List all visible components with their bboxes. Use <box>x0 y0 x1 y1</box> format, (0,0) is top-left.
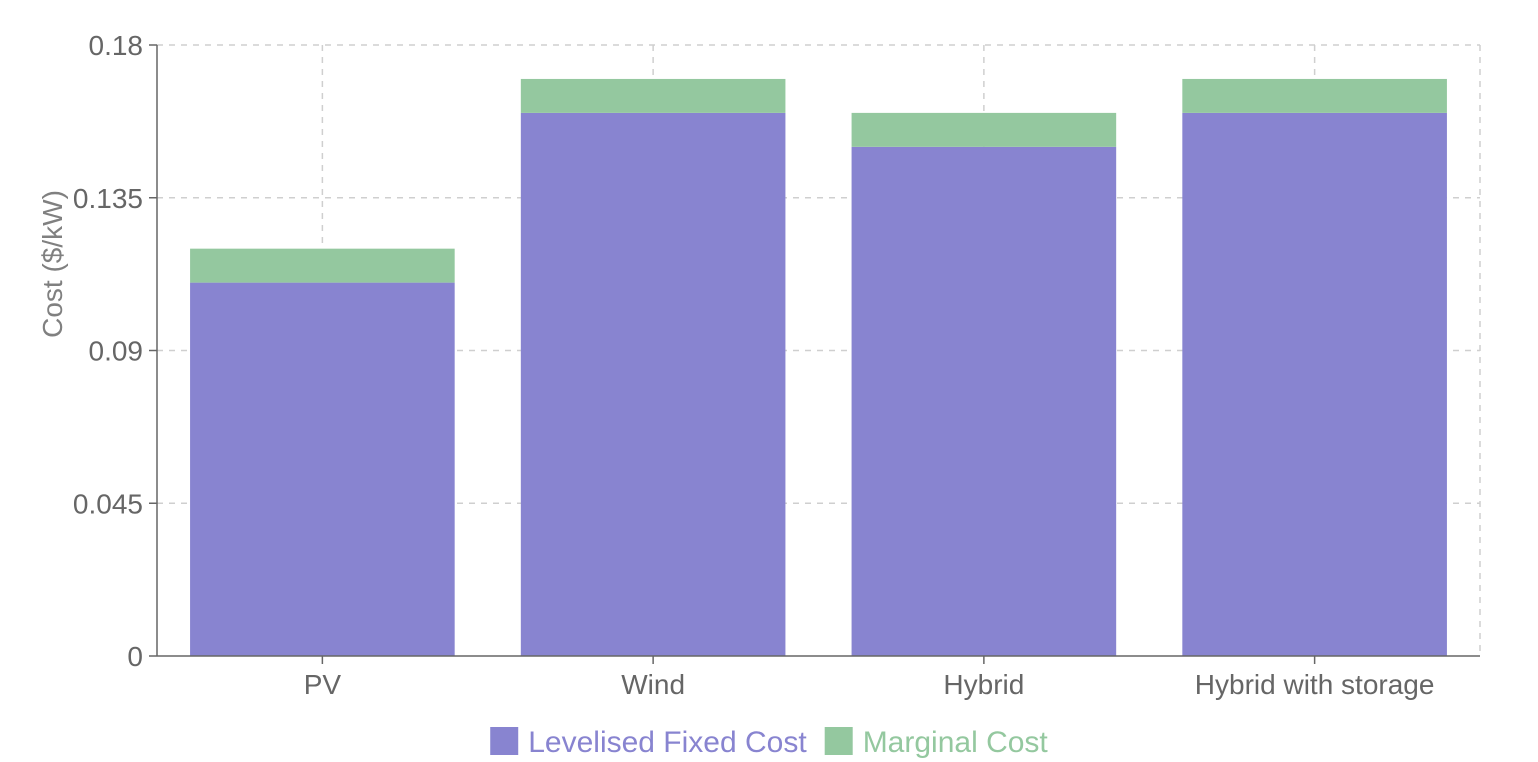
y-tick-label: 0 <box>127 641 143 672</box>
legend-item-levelised-fixed-cost[interactable]: Levelised Fixed Cost <box>490 726 807 759</box>
bar-levelised-fixed-cost[interactable] <box>851 146 1117 657</box>
legend-swatch <box>824 727 853 755</box>
legend-item-marginal-cost[interactable]: Marginal Cost <box>824 726 1049 759</box>
y-tick-label: 0.045 <box>73 488 143 519</box>
x-tick-label: Wind <box>621 669 685 700</box>
bar-levelised-fixed-cost[interactable] <box>1182 112 1447 656</box>
x-tick-label: Hybrid with storage <box>1195 669 1435 700</box>
bar-marginal-cost[interactable] <box>520 78 786 113</box>
bar-levelised-fixed-cost[interactable] <box>190 282 455 656</box>
y-tick-label: 0.135 <box>73 183 143 214</box>
legend-label: Marginal Cost <box>863 726 1049 759</box>
y-tick-label: 0.09 <box>89 336 144 367</box>
legend-label: Levelised Fixed Cost <box>528 726 807 759</box>
bars-layer <box>190 78 1447 657</box>
y-axis-title: Cost ($/kW) <box>37 190 68 338</box>
legend: Levelised Fixed Cost Marginal Cost <box>490 726 1048 759</box>
legend-swatch <box>490 727 519 755</box>
axes-layer: 0 0.045 0.09 0.135 0.18 PV Wind Hybrid Hybrid wi… <box>73 30 1480 700</box>
x-tick-label: Hybrid <box>943 669 1024 700</box>
bar-levelised-fixed-cost[interactable] <box>520 112 786 656</box>
bar-marginal-cost[interactable] <box>1182 78 1447 113</box>
bar-marginal-cost[interactable] <box>851 112 1117 147</box>
bar-marginal-cost[interactable] <box>190 248 455 283</box>
x-tick-label: PV <box>304 669 342 700</box>
y-tick-label: 0.18 <box>89 30 144 61</box>
